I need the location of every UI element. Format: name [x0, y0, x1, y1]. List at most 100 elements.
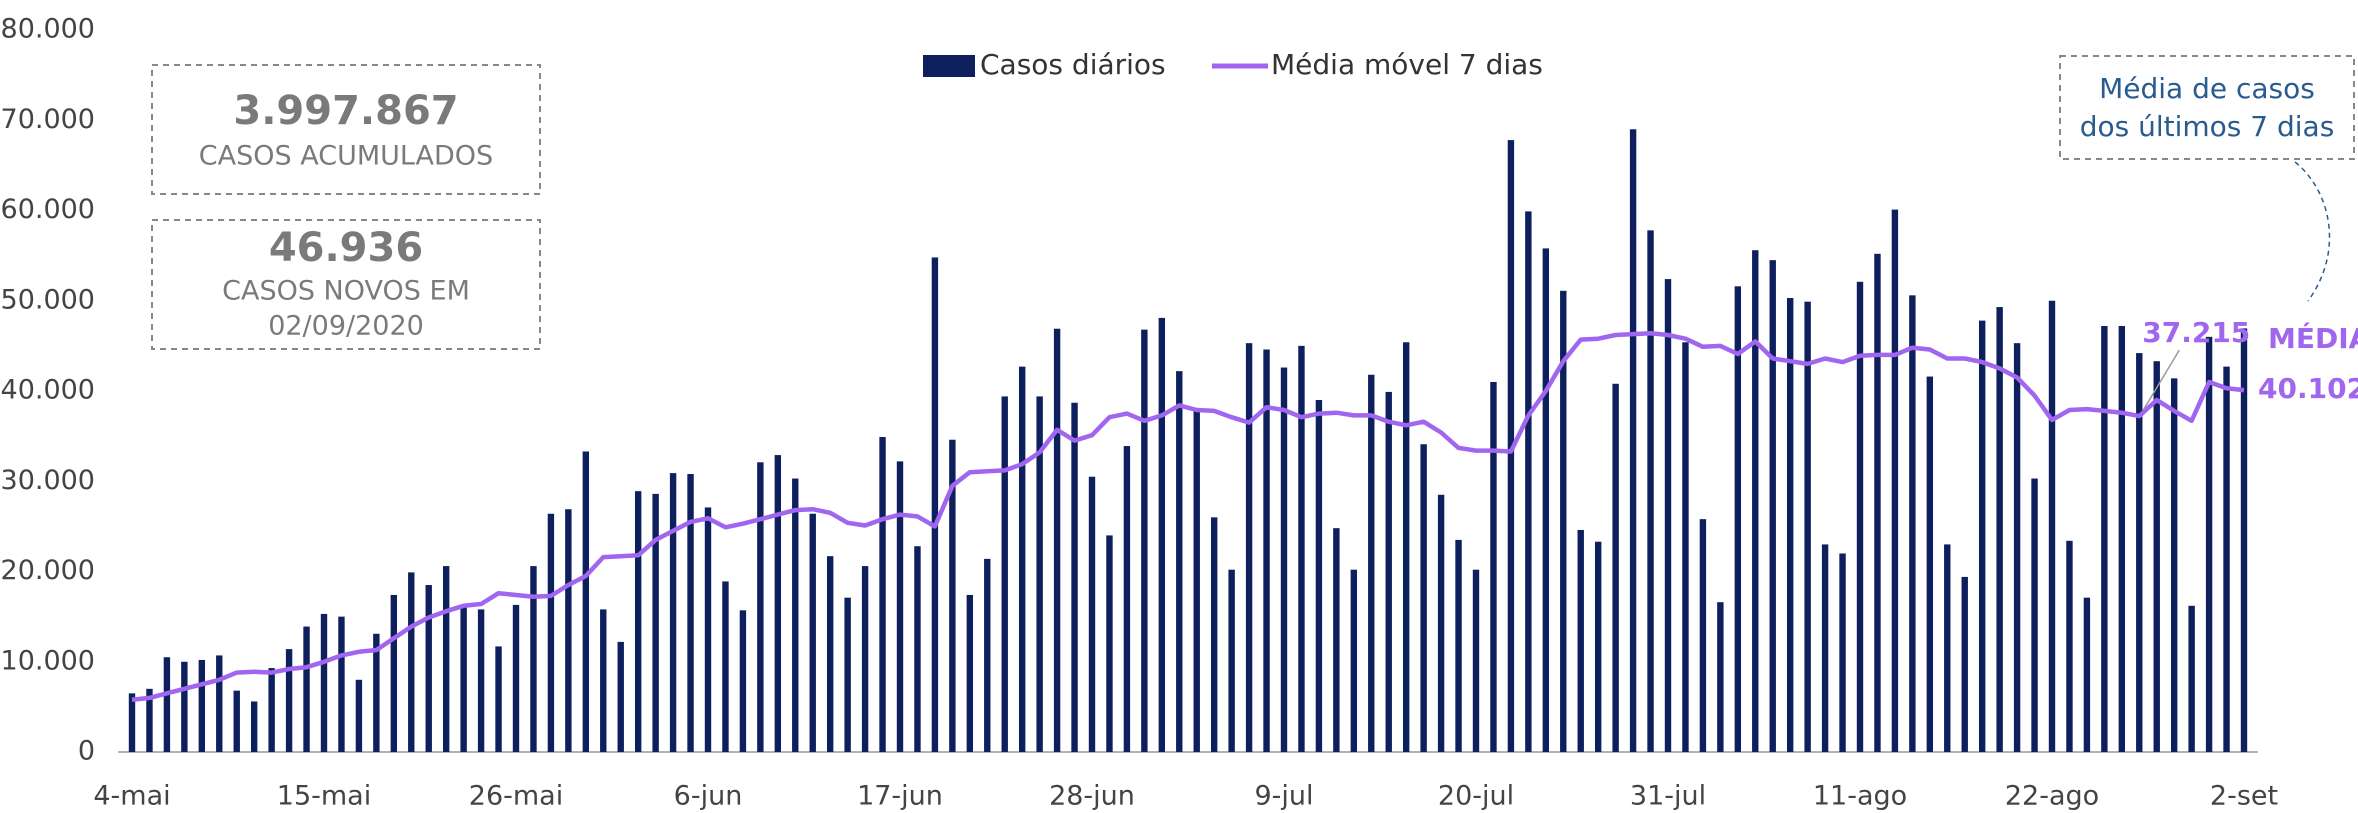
x-tick-label: 26-mai	[469, 781, 563, 812]
callout-text: Média de casos	[2099, 72, 2315, 105]
bar	[669, 473, 677, 752]
bar	[268, 668, 275, 752]
legend-label: Média móvel 7 dias	[1271, 48, 1543, 81]
bar	[1053, 328, 1061, 752]
y-tick-label: 30.000	[1, 465, 95, 496]
value-label: 40.102	[2258, 372, 2358, 405]
bar	[1018, 366, 1026, 752]
y-tick-label: 70.000	[1, 104, 95, 135]
bar	[128, 693, 136, 752]
bar	[146, 688, 153, 752]
value-label: 37.215	[2142, 316, 2250, 349]
y-tick-label: 20.000	[1, 555, 95, 586]
bar	[1141, 329, 1148, 752]
bar	[1961, 576, 1968, 752]
bar	[1926, 376, 1934, 752]
x-tick-label: 22-ago	[2005, 781, 2099, 812]
callout-text: dos últimos 7 dias	[2080, 110, 2335, 143]
y-tick-label: 60.000	[1, 194, 95, 225]
bar	[1612, 383, 1619, 752]
bar	[1560, 290, 1567, 752]
bar	[2101, 326, 2108, 752]
info-label: 02/09/2020	[268, 311, 424, 342]
bar	[2083, 597, 2091, 752]
bar	[1036, 396, 1043, 752]
x-tick-label: 20-jul	[1438, 781, 1514, 812]
bar	[1402, 342, 1410, 752]
bar	[2031, 478, 2038, 752]
leader-line	[2142, 349, 2180, 411]
bar	[1507, 140, 1515, 753]
bar	[460, 604, 467, 752]
bar	[792, 478, 799, 752]
bar	[1856, 281, 1864, 752]
x-tick-label: 31-jul	[1630, 781, 1706, 812]
x-tick-label: 6-jun	[674, 781, 743, 812]
bar	[355, 679, 363, 752]
bar	[1106, 535, 1113, 752]
bar	[320, 613, 328, 752]
x-tick-label: 28-jun	[1049, 781, 1135, 812]
bar	[1542, 248, 1550, 752]
bar	[757, 462, 764, 752]
bar	[1245, 343, 1253, 752]
info-box: 3.997.867 CASOS ACUMULADOS	[151, 64, 541, 195]
bar	[2153, 361, 2160, 752]
bar	[2205, 336, 2213, 752]
x-tick-label: 15-mai	[277, 781, 371, 812]
bar	[914, 546, 921, 752]
bar	[1786, 298, 1794, 752]
info-value: 3.997.867	[233, 88, 458, 134]
bar	[600, 609, 607, 752]
bar	[1594, 541, 1602, 752]
bar	[1437, 494, 1445, 752]
bar	[425, 585, 432, 752]
average-label: MÉDIA	[2268, 321, 2358, 355]
bar	[512, 604, 520, 752]
bar	[303, 626, 310, 752]
x-tick-label: 9-jul	[1254, 781, 1313, 812]
bar	[1525, 211, 1532, 753]
bar	[844, 597, 851, 752]
bar	[1996, 307, 2003, 752]
bar	[390, 594, 398, 752]
bar	[2013, 343, 2021, 752]
bar	[1455, 539, 1462, 752]
bar	[1280, 367, 1288, 752]
bar	[1647, 230, 1654, 753]
bar	[1420, 444, 1427, 752]
bar	[1490, 381, 1497, 752]
bar	[565, 509, 572, 752]
bar	[1315, 400, 1323, 752]
bar	[181, 661, 188, 752]
legend-label: Casos diários	[980, 48, 1166, 81]
bar	[1193, 409, 1200, 752]
bar	[2188, 605, 2195, 752]
y-tick-label: 0	[78, 736, 95, 767]
bar	[442, 566, 450, 752]
bar	[1228, 569, 1235, 752]
bar	[477, 609, 485, 752]
bar	[1158, 317, 1166, 752]
y-tick-label: 50.000	[1, 284, 95, 315]
bar	[2170, 378, 2178, 752]
bar	[1769, 260, 1776, 752]
bar	[1978, 320, 1986, 752]
bar	[1699, 519, 1707, 752]
bar	[2118, 326, 2126, 752]
bar	[949, 439, 956, 752]
y-tick-label: 40.000	[1, 375, 95, 406]
bar	[704, 507, 712, 752]
bar	[1385, 391, 1392, 752]
bar	[2223, 366, 2230, 752]
callout-connector	[2294, 161, 2331, 302]
info-label: CASOS NOVOS EM	[222, 276, 470, 307]
callout-frame	[2059, 55, 2355, 160]
info-box-frame	[151, 64, 541, 195]
bar	[861, 566, 869, 752]
x-tick-label: 2-set	[2210, 781, 2278, 812]
bar	[1839, 553, 1846, 752]
bar	[163, 657, 171, 752]
bar	[233, 690, 240, 752]
